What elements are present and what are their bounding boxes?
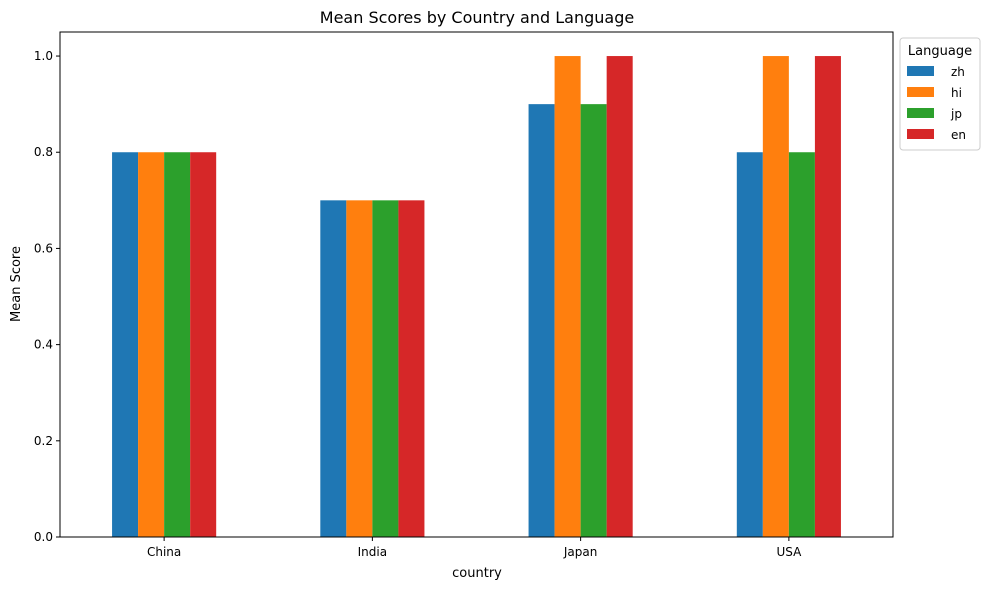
y-tick-label: 0.6 <box>34 241 53 255</box>
x-axis-label: country <box>452 566 502 581</box>
y-axis-label: Mean Score <box>9 246 24 322</box>
bar-china-zh <box>112 152 139 538</box>
y-tick-label: 1.0 <box>34 49 53 63</box>
bar-india-jp <box>372 200 399 537</box>
legend-label-hi: hi <box>951 86 962 100</box>
legend-swatch-hi <box>907 87 934 97</box>
bar-japan-zh <box>528 104 555 537</box>
legend-label-jp: jp <box>950 107 962 121</box>
bars-group <box>112 56 841 538</box>
bar-usa-hi <box>762 56 789 538</box>
legend-swatch-jp <box>907 108 934 118</box>
x-tick-label: USA <box>776 545 802 559</box>
y-tick-label: 0.2 <box>34 434 53 448</box>
legend-label-zh: zh <box>951 65 965 79</box>
legend-title: Language <box>908 44 972 59</box>
bar-japan-jp <box>580 104 607 537</box>
bar-japan-hi <box>554 56 581 538</box>
y-tick-label: 0.0 <box>34 530 53 544</box>
bar-usa-en <box>814 56 841 538</box>
legend-items: zh hi jp en <box>907 65 966 142</box>
legend-label-en: en <box>951 128 966 142</box>
bar-usa-jp <box>788 152 815 538</box>
x-tick-label: Japan <box>563 545 597 559</box>
plot-frame <box>59 31 894 538</box>
legend-swatch-zh <box>907 66 934 76</box>
bar-india-hi <box>346 200 373 537</box>
legend: Language zh hi jp en <box>899 37 981 151</box>
bar-japan-en <box>606 56 633 538</box>
bar-india-en <box>398 200 425 537</box>
legend-swatch-en <box>907 129 934 139</box>
bar-china-jp <box>164 152 191 538</box>
bar-china-hi <box>138 152 165 538</box>
chart-title: Mean Scores by Country and Language <box>320 8 634 27</box>
y-tick-label: 0.8 <box>34 145 53 159</box>
y-axis-ticks: 0.0 0.2 0.4 0.6 0.8 1.0 <box>34 49 60 544</box>
bar-usa-zh <box>736 152 763 538</box>
bar-india-zh <box>320 200 347 537</box>
x-axis-ticks: China India Japan USA <box>147 537 802 559</box>
bar-china-en <box>190 152 217 538</box>
x-tick-label: India <box>358 545 387 559</box>
x-tick-label: China <box>147 545 181 559</box>
y-tick-label: 0.4 <box>34 338 53 352</box>
